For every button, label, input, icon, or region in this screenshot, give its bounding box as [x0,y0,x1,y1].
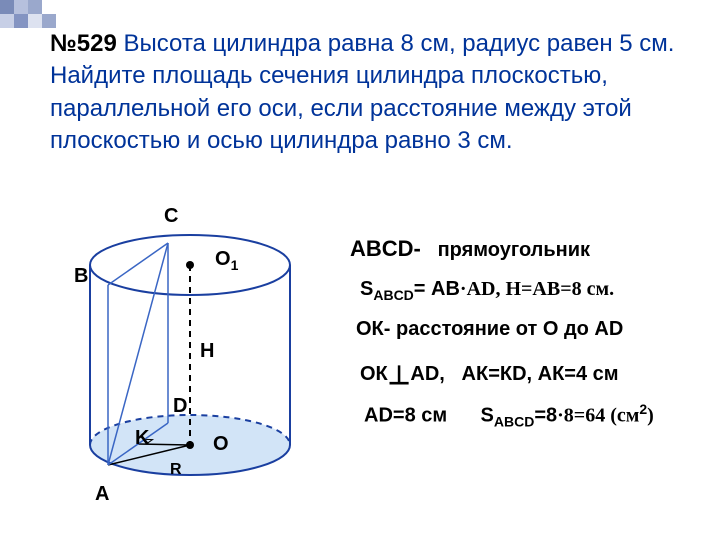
deco-squares [0,0,60,30]
sol-line1: ABCD- прямоугольник [350,234,654,265]
label-B: B [74,265,88,288]
label-O1: O1 [215,248,238,273]
label-R: R [170,461,182,479]
cylinder-svg [40,215,340,525]
problem-statement: №529 Высота цилиндра равна 8 см, радиус … [50,28,696,158]
cylinder-diagram: C B O1 H D K O R A [40,215,340,525]
label-C: C [164,205,178,228]
solution-block: ABCD- прямоугольник SABCD= АВ·AD, H=AB=8… [350,234,654,442]
label-H: H [200,340,214,363]
sol-line2: SABCD= АВ·AD, H=AB=8 см. [360,275,654,306]
label-D: D [173,395,187,418]
label-A: A [95,483,109,506]
sol-line5: АD=8 см SABCD=8·8=64 (см2) [364,400,654,432]
label-K: K [135,427,149,450]
problem-number: №529 [50,30,117,57]
sol-line4: ОК⊥АD, АК=КD, АК=4 см [360,353,654,389]
label-O: O [213,433,229,456]
problem-text: Высота цилиндра равна 8 см, радиус равен… [50,30,674,154]
sol-line3: ОК- расстояние от О до АD [356,315,654,343]
